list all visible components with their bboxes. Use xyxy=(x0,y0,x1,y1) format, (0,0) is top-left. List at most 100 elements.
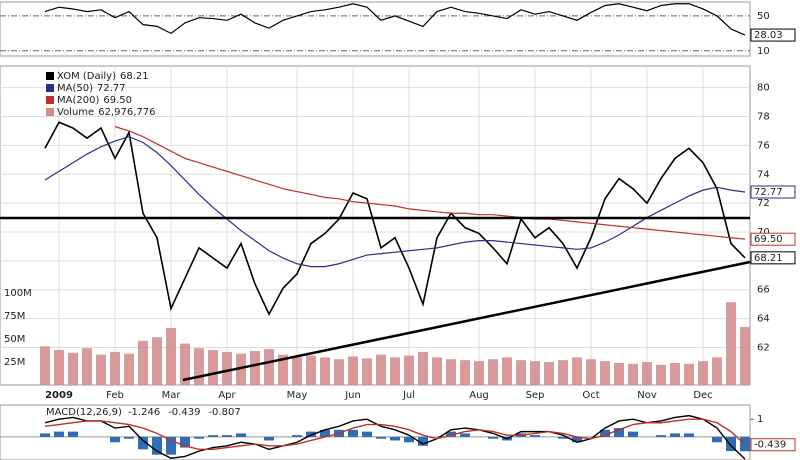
histogram-bar xyxy=(404,436,414,443)
histogram-bar xyxy=(628,431,638,437)
volume-bar xyxy=(516,360,526,385)
rsi-last-value-box xyxy=(750,28,796,42)
volume-bar xyxy=(292,357,302,385)
y-tick-label: 74 xyxy=(757,169,770,180)
histogram-bar xyxy=(558,436,568,439)
x-tick-label: May xyxy=(287,390,308,401)
histogram-bar xyxy=(54,431,64,437)
histogram-bar xyxy=(348,429,358,437)
y-tick-label: 78 xyxy=(757,112,770,123)
volume-bar xyxy=(236,353,246,385)
y2-tick-label: 75M xyxy=(4,311,25,322)
volume-bar xyxy=(572,357,582,385)
histogram-bar xyxy=(138,436,148,450)
y-tick-label: 1 xyxy=(757,414,763,425)
volume-bar xyxy=(684,363,694,385)
macd-line xyxy=(44,418,746,451)
y-tick-label: 10 xyxy=(757,46,770,57)
histogram-bar xyxy=(320,429,330,437)
volume-bar xyxy=(628,363,638,385)
volume-bar xyxy=(180,343,190,385)
histogram-bar xyxy=(152,436,162,455)
volume-bar xyxy=(586,359,596,385)
volume-bar xyxy=(502,357,512,385)
volume-bar xyxy=(726,302,736,385)
histogram-bar xyxy=(362,431,372,437)
x-tick-label: Aug xyxy=(469,390,489,401)
volume-bar xyxy=(376,354,386,385)
volume-bar xyxy=(474,361,484,385)
volume-bar xyxy=(194,348,204,385)
histogram-bar xyxy=(208,435,218,437)
y-tick-label: 64 xyxy=(757,314,770,325)
last-value-label-box xyxy=(750,185,796,199)
histogram-bar xyxy=(68,431,78,437)
y2-tick-label: 50M xyxy=(4,334,25,345)
volume-bar xyxy=(712,357,722,385)
volume-bar xyxy=(54,350,64,385)
y-tick-label: 66 xyxy=(757,285,770,296)
histogram-bar xyxy=(656,435,666,437)
volume-bar xyxy=(530,361,540,385)
y-tick-label: 50 xyxy=(757,11,770,22)
x-tick-label: Dec xyxy=(693,390,712,401)
y-tick-label: 70 xyxy=(757,227,770,238)
histogram-bar xyxy=(166,436,176,455)
volume-bar xyxy=(82,348,92,385)
x-tick-label: Sep xyxy=(526,390,545,401)
legend-name: XOM (Daily) xyxy=(57,71,116,82)
volume-bar xyxy=(740,327,750,385)
macd-value: -1.246 xyxy=(128,407,160,418)
volume-bar xyxy=(68,352,78,385)
last-value-label: 68.21 xyxy=(754,253,783,264)
volume-bar xyxy=(348,356,358,385)
volume-bar xyxy=(124,353,134,385)
histogram-bar xyxy=(614,428,624,437)
volume-bar xyxy=(208,350,218,385)
volume-bar xyxy=(404,355,414,385)
histogram-bar xyxy=(712,436,722,443)
volume-bar xyxy=(558,360,568,385)
volume-bar xyxy=(152,337,162,385)
macd-title: MACD(12,26,9) xyxy=(46,407,122,418)
y2-tick-label: 25M xyxy=(4,357,25,368)
x-tick-label: 2009 xyxy=(45,390,73,401)
volume-bar xyxy=(698,361,708,385)
volume-bar xyxy=(432,357,442,385)
volume-bar xyxy=(656,364,666,385)
histogram-bar xyxy=(264,436,274,441)
histogram-bar xyxy=(236,433,246,437)
y-tick-label: 62 xyxy=(757,342,770,353)
volume-bar xyxy=(488,359,498,385)
volume-bar xyxy=(544,362,554,385)
signal-last-value: -0.439 xyxy=(754,440,786,451)
macd-line xyxy=(44,414,746,460)
x-tick-label: Apr xyxy=(218,390,236,401)
x-tick-label: Mar xyxy=(162,390,182,401)
volume-bar xyxy=(278,354,288,385)
panel-frame xyxy=(0,1,751,57)
volume-bar xyxy=(40,346,50,385)
x-tick-label: Jun xyxy=(344,390,361,401)
panel-frame xyxy=(0,404,751,460)
rsi-line xyxy=(44,3,746,36)
macd-value: -0.807 xyxy=(208,407,240,418)
legend-swatch xyxy=(46,72,54,80)
volume-bar xyxy=(446,359,456,385)
volume-bar xyxy=(642,362,652,385)
volume-bar xyxy=(166,327,176,385)
volume-bar xyxy=(460,360,470,385)
histogram-bar xyxy=(446,431,456,437)
volume-bar xyxy=(670,362,680,385)
histogram-bar xyxy=(222,435,232,437)
volume-bar xyxy=(390,357,400,385)
volume-bar xyxy=(418,351,428,385)
histogram-bar xyxy=(418,436,428,446)
volume-bar xyxy=(306,355,316,385)
volume-bar xyxy=(334,359,344,385)
histogram-bar xyxy=(376,436,386,439)
x-tick-label: Feb xyxy=(106,390,124,401)
legend-value: 72.77 xyxy=(97,83,126,94)
legend-name: MA(200) xyxy=(57,95,99,106)
